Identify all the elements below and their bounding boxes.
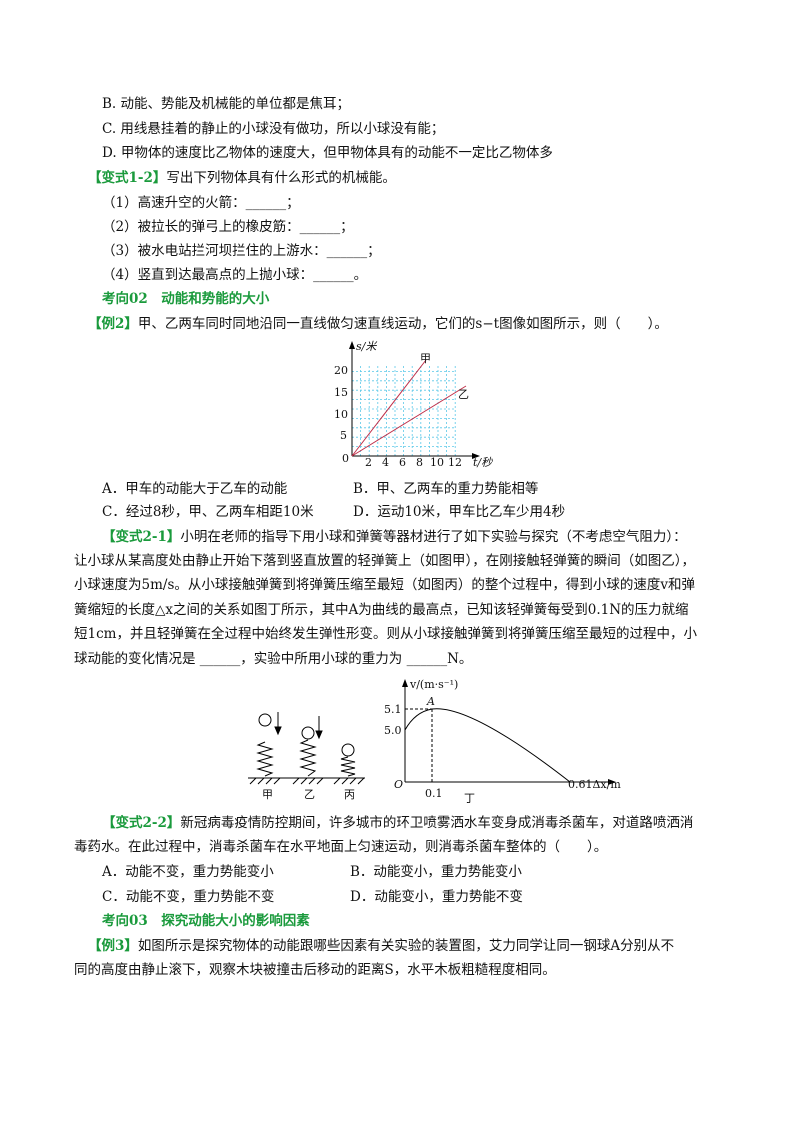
y-tick: 5.1 (384, 703, 402, 716)
x-tick: 10 (430, 456, 444, 469)
text-line: （3）被水电站拦河坝拦住的上游水：______； (102, 243, 381, 259)
x-tick: 6 (399, 456, 406, 469)
text-line: 小球速度为5m/s。从小球接触弹簧到将弹簧压缩至最短（如图丙）的整个过程中，得到… (74, 577, 695, 593)
text-line: （2）被拉长的弹弓上的橡皮筋：______； (102, 219, 354, 235)
y-tick: 15 (334, 386, 348, 399)
y-tick: 10 (334, 408, 348, 421)
text-line: 让小球从某高度处由静止开始下落到竖直放置的轻弹簧上（如图甲），在刚接触轻弹簧的瞬… (74, 553, 695, 569)
text-line: （4）竖直到达最高点的上抛小球：______。 (102, 267, 368, 283)
text-line: A．甲车的动能大于乙车的动能 (102, 481, 288, 497)
line-label: 甲 (420, 352, 431, 365)
x-tick: 0.61Δx/m (568, 778, 621, 791)
peak-label: A (426, 695, 435, 708)
text-line: B. 动能、势能及机械能的单位都是焦耳； (102, 96, 351, 112)
origin: 0 (342, 452, 349, 465)
x-tick: 8 (416, 456, 423, 469)
heading: 考向02 动能和势能的大小 (102, 291, 270, 307)
spring-figure: 甲 乙 丙 (248, 712, 365, 801)
origin: O (394, 778, 403, 791)
text-line: A．动能不变，重力势能变小 (102, 864, 274, 880)
tag: 【例2】 (88, 316, 138, 332)
v-graph: v/(m·s⁻¹) 5.1 5.0 A O 0.1 0.61Δx/m 丁 (384, 678, 621, 805)
option: D．运动10米，甲车比乙车少用4秒 (353, 504, 566, 520)
heading: 考向03 探究动能大小的影响因素 (102, 913, 310, 929)
option: B．甲、乙两车的重力势能相等 (353, 481, 539, 497)
text-line: 小明在老师的指导下用小球和弹簧等器材进行了如下实验与探究（不考虑空气阻力）： (180, 529, 687, 545)
y-tick: 20 (334, 364, 348, 377)
text-line: 球动能的变化情况是 ______，实验中所用小球的重力为 ______N。 (74, 651, 473, 667)
tag: 【变式2-2】 (102, 815, 181, 831)
text-line: 如图所示是探究物体的动能跟哪些因素有关实验的装置图，艾力同学让同一钢球A分别从不 (137, 938, 675, 954)
text-line: 短1cm，并且轻弹簧在全过程中始终发生弹性形变。则从小球接触弹簧到将弹簧压缩至最… (74, 626, 697, 642)
text-line: D. 甲物体的速度比乙物体的速度大，但甲物体具有的动能不一定比乙物体多 (102, 145, 553, 161)
spring-label: 丙 (344, 788, 355, 801)
text-line: 簧缩短的长度△x之间的关系如图丁所示，其中A为曲线的最高点，已知该轻弹簧每受到0… (74, 602, 689, 618)
text-line: C. 用线悬挂着的静止的小球没有做功，所以小球没有能； (102, 121, 445, 137)
tag: 【例3】 (88, 938, 138, 954)
text-line: （1）高速升空的火箭：______； (102, 195, 300, 211)
text-line: 甲、乙两车同时同地沿同一直线做匀速直线运动，它们的s−t图像如图所示，则（ ）。 (137, 316, 668, 332)
x-tick: 4 (382, 456, 389, 469)
tag: 【变式1-2】 (88, 170, 167, 186)
y-tick: 5.0 (384, 724, 402, 737)
caption: 丁 (464, 792, 475, 805)
tag: 【变式2-1】 (102, 529, 181, 545)
line-label: 乙 (458, 388, 469, 401)
spring-label: 甲 (262, 788, 273, 801)
x-label: t/秒 (473, 456, 493, 469)
st-graph: s/米 t/秒 0 2 4 6 8 10 12 20 15 10 5 甲 乙 (334, 340, 493, 469)
x-tick: 2 (365, 456, 372, 469)
text-line: 同的高度由静止滚下，观察木块被撞击后移动的距离S，水平木板粗糙程度相同。 (74, 962, 556, 978)
text-line: C．动能不变，重力势能不变 (102, 889, 275, 905)
y-label: s/米 (356, 340, 377, 353)
option: B．动能变小，重力势能变小 (350, 864, 522, 880)
text-line: 新冠病毒疫情防控期间，许多城市的环卫喷雾洒水车变身成消毒杀菌车，对道路喷洒消 (180, 815, 694, 831)
option: D．动能变小，重力势能不变 (350, 889, 523, 905)
text-line: 写出下列物体具有什么形式的机械能。 (166, 170, 396, 186)
spring-label: 乙 (304, 788, 315, 801)
y-label: v/(m·s⁻¹) (409, 678, 458, 691)
y-tick: 5 (340, 429, 347, 442)
text-line: 毒药水。在此过程中，消毒杀菌车在水平地面上匀速运动，则消毒杀菌车整体的（ ）。 (74, 839, 608, 855)
x-tick: 12 (448, 456, 462, 469)
x-tick: 0.1 (425, 787, 443, 800)
text-line: C．经过8秒，甲、乙两车相距10米 (102, 504, 314, 520)
